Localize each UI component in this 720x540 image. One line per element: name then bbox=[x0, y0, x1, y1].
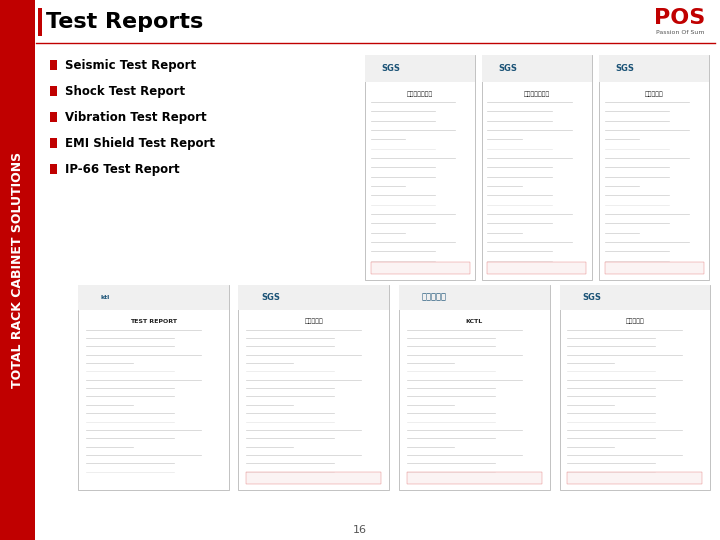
Bar bbox=[599, 55, 709, 82]
Bar bbox=[567, 472, 703, 484]
Text: ktl: ktl bbox=[101, 295, 110, 300]
Text: Seismic Test Report: Seismic Test Report bbox=[65, 58, 196, 71]
Bar bbox=[482, 55, 592, 280]
Bar bbox=[78, 285, 228, 309]
Text: TEST REPORT: TEST REPORT bbox=[130, 319, 176, 324]
Bar bbox=[605, 262, 703, 274]
Bar bbox=[407, 472, 542, 484]
Bar bbox=[238, 285, 389, 490]
Bar bbox=[238, 285, 389, 309]
Bar bbox=[559, 285, 710, 309]
Text: TOTAL RACK CABINET SOLUTIONS: TOTAL RACK CABINET SOLUTIONS bbox=[11, 152, 24, 388]
Text: SGS: SGS bbox=[261, 293, 280, 302]
Bar bbox=[399, 285, 549, 490]
Text: 내진시험성과서: 내진시험성과서 bbox=[524, 91, 550, 97]
Text: IP-66 Test Report: IP-66 Test Report bbox=[65, 163, 179, 176]
Bar bbox=[78, 285, 228, 490]
Bar bbox=[559, 285, 710, 490]
Text: Passion Of Sum: Passion Of Sum bbox=[656, 30, 704, 35]
Text: 시험성적서: 시험성적서 bbox=[644, 91, 663, 97]
Text: SGS: SGS bbox=[616, 64, 634, 73]
Bar bbox=[50, 164, 57, 174]
Text: Shock Test Report: Shock Test Report bbox=[65, 84, 185, 98]
Bar bbox=[599, 55, 709, 280]
Text: SGS: SGS bbox=[582, 293, 601, 302]
Bar bbox=[399, 285, 549, 309]
Bar bbox=[487, 262, 587, 274]
Text: Test Reports: Test Reports bbox=[46, 12, 203, 32]
Text: SGS: SGS bbox=[498, 64, 518, 73]
Text: SGS: SGS bbox=[382, 64, 400, 73]
Text: KCTL: KCTL bbox=[466, 319, 483, 324]
Bar bbox=[365, 55, 475, 82]
Bar bbox=[50, 60, 57, 70]
Bar bbox=[246, 472, 382, 484]
Text: 시험성적서: 시험성적서 bbox=[422, 293, 446, 302]
Bar bbox=[0, 0, 35, 540]
Bar bbox=[50, 138, 57, 148]
Text: EMI Shield Test Report: EMI Shield Test Report bbox=[65, 137, 215, 150]
Bar bbox=[371, 262, 469, 274]
Text: 16: 16 bbox=[353, 525, 367, 535]
Text: Vibration Test Report: Vibration Test Report bbox=[65, 111, 207, 124]
Text: 시험성적서: 시험성적서 bbox=[305, 319, 323, 325]
Bar bbox=[482, 55, 592, 82]
Text: 내진시험성적서: 내진시험성적서 bbox=[407, 91, 433, 97]
Bar bbox=[50, 112, 57, 122]
Bar bbox=[365, 55, 475, 280]
Text: 새별성적서: 새별성적서 bbox=[626, 319, 644, 325]
Bar bbox=[38, 8, 42, 36]
Text: POS: POS bbox=[654, 8, 706, 28]
Bar bbox=[50, 86, 57, 96]
